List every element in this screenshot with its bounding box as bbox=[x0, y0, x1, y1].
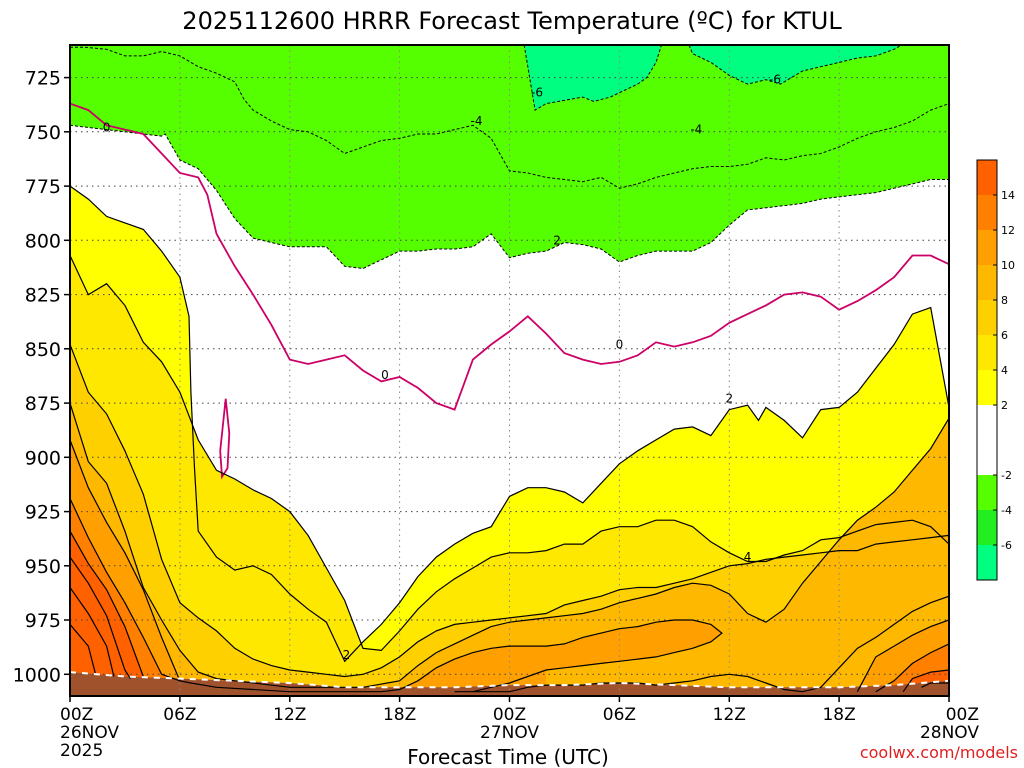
legend-label--4: -4 bbox=[1001, 504, 1012, 517]
legend-label-8: 8 bbox=[1001, 294, 1008, 307]
y-tick-label-900: 900 bbox=[25, 447, 61, 469]
contour-label-4: 2 bbox=[553, 233, 561, 247]
isotherm-10 bbox=[70, 439, 949, 693]
x-tick-label-0-2: 2025 bbox=[60, 741, 103, 761]
y-tick-label-750: 750 bbox=[25, 122, 61, 144]
y-tick-label-875: 875 bbox=[25, 393, 61, 415]
legend-swatch-2-to-4 bbox=[977, 370, 997, 405]
y-tick-label-800: 800 bbox=[25, 230, 61, 252]
isotherm-minus4 bbox=[70, 46, 949, 189]
x-tick-label-36-0: 12Z bbox=[713, 705, 746, 725]
contour-label-1: -6 bbox=[769, 73, 781, 87]
x-tick-label-0-0: 00Z bbox=[60, 705, 93, 725]
y-tick-label-1000: 1000 bbox=[13, 664, 61, 686]
isotherm-2 bbox=[70, 185, 949, 663]
color-legend: -6 -4 -2 2 4 6 8 10 12 14 bbox=[976, 159, 1015, 581]
legend-swatch-8-to-10 bbox=[977, 265, 997, 300]
legend-label-12: 12 bbox=[1001, 224, 1015, 237]
x-tick-label-12-0: 12Z bbox=[273, 705, 306, 725]
contour-label-5: 0 bbox=[103, 121, 111, 135]
y-tick-label-725: 725 bbox=[25, 68, 61, 90]
y-tick-label-850: 850 bbox=[25, 339, 61, 361]
y-tick-label-775: 775 bbox=[25, 176, 61, 198]
isotherm-8 bbox=[70, 402, 949, 688]
contour-label-7: 0 bbox=[616, 338, 624, 352]
isotherm-10-right bbox=[856, 619, 949, 692]
contour-label-6: 0 bbox=[381, 368, 389, 382]
isotherm-lines bbox=[70, 45, 949, 693]
isotherm-14 bbox=[70, 530, 144, 677]
x-tick-label-6-0: 06Z bbox=[163, 705, 196, 725]
legend-swatch-10-to-12 bbox=[977, 230, 997, 265]
band-minus6-pocket-b bbox=[689, 45, 902, 85]
surface-line bbox=[70, 671, 949, 689]
legend-swatch--4-to--2 bbox=[977, 475, 997, 510]
legend-label-14: 14 bbox=[1001, 189, 1015, 202]
legend-label--2: -2 bbox=[1001, 469, 1012, 482]
y-axis: 725 750 775 800 825 850 875 900 925 950 975 1000 bbox=[13, 68, 70, 686]
x-tick-label-24-1: 27NOV bbox=[480, 723, 539, 743]
isotherm-4 bbox=[70, 255, 949, 652]
isotherm-18 bbox=[70, 587, 115, 677]
isotherm-20 bbox=[70, 624, 97, 675]
x-tick-label-42-0: 18Z bbox=[822, 705, 855, 725]
isotherm-14-right bbox=[902, 669, 949, 693]
isotherm-6 bbox=[70, 344, 949, 678]
contour-label-9: 2 bbox=[343, 648, 351, 662]
isotherm-16 bbox=[70, 556, 131, 679]
contour-labels: -6 -6 -4 -4 2 0 0 0 2 2 4 bbox=[103, 73, 781, 662]
legend-swatch-12-to-14 bbox=[977, 195, 997, 230]
isotherm-0-freezing-line bbox=[70, 102, 949, 411]
source-credit: coolwx.com/models bbox=[860, 743, 1018, 762]
legend-label-2: 2 bbox=[1001, 399, 1008, 412]
ground-below-surface bbox=[70, 672, 949, 696]
legend-label-4: 4 bbox=[1001, 364, 1008, 377]
legend-swatch-0-to-2 bbox=[977, 405, 997, 440]
y-tick-label-975: 975 bbox=[25, 610, 61, 632]
contour-label-3: -4 bbox=[690, 123, 702, 137]
y-tick-label-950: 950 bbox=[25, 556, 61, 578]
y-tick-label-825: 825 bbox=[25, 285, 61, 307]
legend-label-10: 10 bbox=[1001, 259, 1015, 272]
x-tick-label-24-0: 00Z bbox=[493, 705, 526, 725]
band-14-plus-left bbox=[70, 531, 144, 696]
isotherm-12 bbox=[70, 498, 181, 682]
legend-swatch--8-to--6 bbox=[977, 545, 997, 580]
isotherm-minus6-a bbox=[523, 45, 662, 111]
x-tick-label-48-0: 00Z bbox=[946, 705, 979, 725]
x-tick-label-0-1: 26NOV bbox=[60, 723, 119, 743]
contour-label-2: -4 bbox=[471, 114, 483, 128]
isotherm-16-right bbox=[921, 682, 949, 688]
gridlines bbox=[70, 45, 949, 696]
legend-swatch--2-to-0 bbox=[977, 440, 997, 475]
x-tick-label-48-1: 28NOV bbox=[920, 723, 979, 743]
x-tick-label-30-0: 06Z bbox=[603, 705, 636, 725]
legend-label--6: -6 bbox=[1001, 539, 1012, 552]
legend-swatch-6-to-8 bbox=[977, 300, 997, 335]
legend-swatch-14-to-16 bbox=[977, 160, 997, 195]
legend-label-6: 6 bbox=[1001, 329, 1008, 342]
chart-title: 2025112600 HRRR Forecast Temperature (ºC… bbox=[182, 7, 842, 35]
x-axis-title: Forecast Time (UTC) bbox=[407, 745, 609, 768]
contour-label-10: 4 bbox=[744, 550, 752, 564]
y-tick-label-925: 925 bbox=[25, 502, 61, 524]
legend-swatch--6-to--4 bbox=[977, 510, 997, 545]
x-tick-label-18-0: 18Z bbox=[383, 705, 416, 725]
legend-swatch-4-to-6 bbox=[977, 335, 997, 370]
contour-label-8: 2 bbox=[725, 392, 733, 406]
isotherm-minus2 bbox=[70, 124, 949, 270]
contour-label-0: -6 bbox=[531, 86, 543, 100]
